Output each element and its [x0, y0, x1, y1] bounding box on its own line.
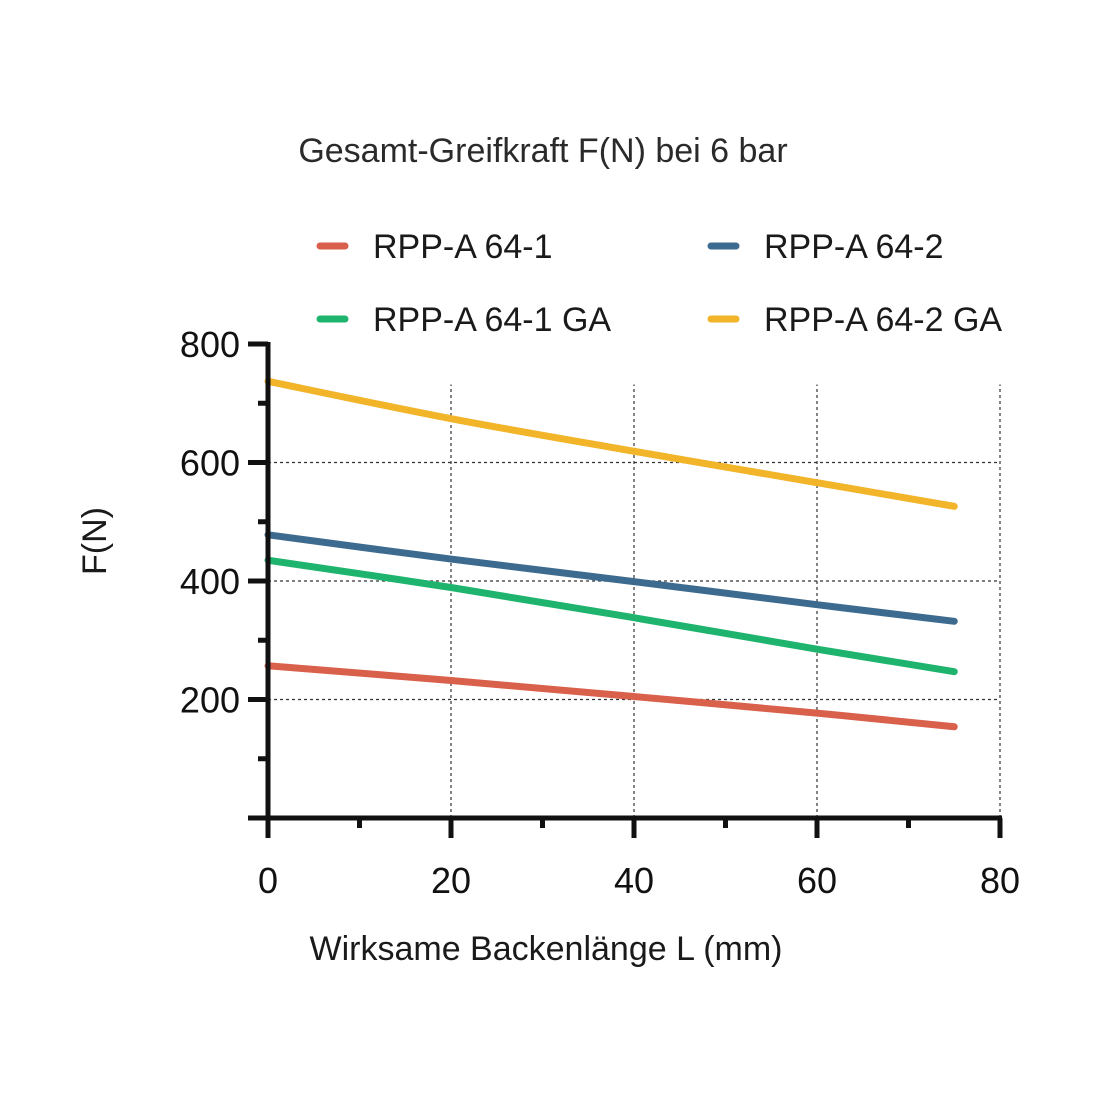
axes [248, 341, 1003, 838]
legend-label-3: RPP-A 64-1 GA [373, 301, 611, 339]
y-tick-label-800: 800 [180, 324, 240, 365]
y-tick-label-400: 400 [180, 561, 240, 602]
x-tick-label-20: 20 [431, 860, 471, 901]
y-tick-label-600: 600 [180, 443, 240, 484]
series-line-1 [264, 662, 958, 731]
x-tick-label-40: 40 [614, 860, 654, 901]
x-tick-label-0: 0 [258, 860, 278, 901]
y-axis-label: F(N) [76, 507, 114, 575]
legend: RPP-A 64-1 RPP-A 64-2 RPP-A 64-1 GA RPP-A 6… [316, 228, 1002, 339]
series-line-2 [264, 531, 958, 625]
legend-label-4: RPP-A 64-2 GA [764, 301, 1002, 339]
x-tick-label-60: 60 [797, 860, 837, 901]
legend-label-1: RPP-A 64-1 [373, 228, 553, 266]
y-tick-label-200: 200 [180, 680, 240, 721]
x-tick-label-80: 80 [980, 860, 1020, 901]
series-line-4 [264, 377, 958, 510]
chart-title: Gesamt-Greifkraft F(N) bei 6 bar [298, 132, 787, 170]
series-line-3 [264, 556, 958, 676]
tick-labels: 200 400 600 800 0 20 40 60 80 [180, 324, 1020, 901]
legend-label-2: RPP-A 64-2 [764, 228, 944, 266]
series-layer [264, 377, 958, 731]
x-axis-label: Wirksame Backenlänge L (mm) [310, 930, 783, 968]
